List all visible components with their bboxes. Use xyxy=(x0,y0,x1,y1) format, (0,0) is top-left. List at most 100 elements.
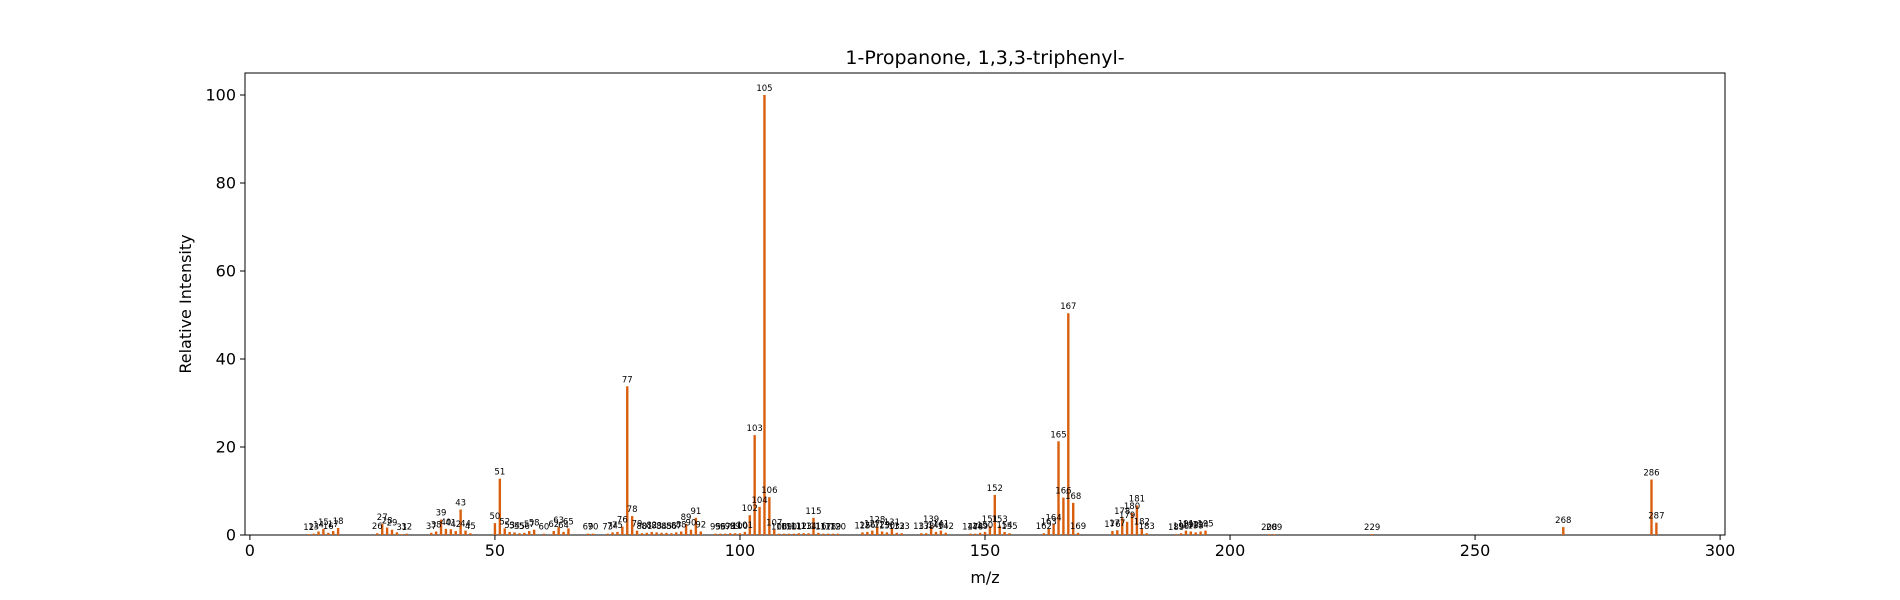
bar-mz-128 xyxy=(875,526,879,535)
bar-mz-82 xyxy=(650,531,653,535)
peak-label-116: 116 xyxy=(810,522,826,532)
peak-label-85: 85 xyxy=(661,522,672,532)
bar-mz-37 xyxy=(430,532,433,535)
peak-label-120: 120 xyxy=(830,523,846,533)
peak-label-141: 141 xyxy=(933,520,949,530)
bar-mz-73 xyxy=(606,533,609,535)
bar-mz-99 xyxy=(733,533,737,535)
bar-mz-169 xyxy=(1076,532,1080,535)
peak-label-92: 92 xyxy=(695,520,706,530)
peak-label-177: 177 xyxy=(1109,519,1125,529)
peak-label-81: 81 xyxy=(641,522,652,532)
peak-label-96: 96 xyxy=(715,523,726,533)
peak-label-102: 102 xyxy=(742,504,758,514)
bar-mz-116 xyxy=(817,532,820,535)
peak-label-153: 153 xyxy=(992,515,1008,525)
peak-label-52: 52 xyxy=(499,517,510,527)
peak-label-155: 155 xyxy=(1001,522,1017,532)
bar-mz-16 xyxy=(327,532,330,535)
bar-mz-191 xyxy=(1184,530,1188,535)
bar-mz-151 xyxy=(988,526,992,535)
bar-mz-137 xyxy=(920,533,923,535)
peak-label-77: 77 xyxy=(622,375,633,385)
peak-label-82: 82 xyxy=(646,521,657,531)
bar-mz-189 xyxy=(1174,534,1178,535)
bar-mz-154 xyxy=(1003,531,1006,535)
peak-label-115: 115 xyxy=(805,507,821,517)
peak-label-131: 131 xyxy=(884,518,900,528)
peak-label-97: 97 xyxy=(720,523,731,533)
peak-label-63: 63 xyxy=(553,516,564,526)
bar-mz-17 xyxy=(332,531,335,535)
peak-label-99: 99 xyxy=(730,522,741,532)
peak-label-164: 164 xyxy=(1045,513,1061,523)
peak-label-38: 38 xyxy=(431,520,442,530)
peak-label-95: 95 xyxy=(710,523,721,533)
bar-mz-101 xyxy=(743,531,747,535)
x-axis: 0 50 100 150 200 250 300 xyxy=(245,535,1736,560)
peak-label-53: 53 xyxy=(504,521,515,531)
peak-label-76: 76 xyxy=(617,516,628,526)
bar-mz-90 xyxy=(689,529,693,535)
peak-label-142: 142 xyxy=(938,522,954,532)
bar-mz-96 xyxy=(719,533,722,535)
bar-mz-31 xyxy=(400,534,404,535)
bar-mz-140 xyxy=(934,531,938,535)
bar-mz-182 xyxy=(1140,528,1144,535)
y-tick-label: 40 xyxy=(216,350,236,369)
bar-mz-64 xyxy=(562,531,565,535)
bar-mz-138 xyxy=(924,533,928,535)
bar-mz-147 xyxy=(969,533,972,535)
peak-label-127: 127 xyxy=(864,520,880,530)
bar-mz-70 xyxy=(591,533,595,535)
bar-mz-79 xyxy=(635,530,639,535)
bar-mz-176 xyxy=(1111,531,1114,535)
peak-label-147: 147 xyxy=(962,523,978,533)
bar-mz-106 xyxy=(768,497,771,535)
bar-mz-193 xyxy=(1194,532,1197,535)
bar-mz-105 xyxy=(763,95,766,535)
bar-mz-32 xyxy=(405,533,408,535)
bar-mz-152 xyxy=(993,494,996,535)
peak-label-45: 45 xyxy=(465,522,476,532)
bar-mz-97 xyxy=(724,533,727,535)
peak-label-151: 151 xyxy=(982,515,998,525)
peak-label-12: 12 xyxy=(303,523,314,533)
peak-label-55: 55 xyxy=(514,522,525,532)
bar-mz-109 xyxy=(782,533,786,535)
peak-label-90: 90 xyxy=(686,519,697,529)
bar-mz-103 xyxy=(753,435,756,535)
peak-label-104: 104 xyxy=(751,496,767,506)
bar-mz-43 xyxy=(459,509,462,535)
peak-label-165: 165 xyxy=(1050,430,1066,440)
bar-mz-39 xyxy=(439,519,443,535)
bar-mz-107 xyxy=(773,529,776,535)
bar-mz-119 xyxy=(831,533,835,535)
bar-mz-110 xyxy=(787,533,791,535)
peak-label-89: 89 xyxy=(681,513,692,523)
bar-mz-120 xyxy=(836,533,840,535)
bar-mz-129 xyxy=(880,531,884,535)
bar-mz-92 xyxy=(699,531,702,535)
peak-label-180: 180 xyxy=(1124,502,1140,512)
bar-mz-195 xyxy=(1204,530,1207,535)
bar-mz-78 xyxy=(630,516,634,535)
peak-label-98: 98 xyxy=(725,522,736,532)
peak-label-14: 14 xyxy=(313,520,324,530)
peak-label-108: 108 xyxy=(771,523,787,533)
peak-label-118: 118 xyxy=(820,523,836,533)
bar-mz-164 xyxy=(1052,524,1055,535)
x-tick-label: 50 xyxy=(485,541,505,560)
peak-label-149: 149 xyxy=(972,522,988,532)
x-axis-title: m/z xyxy=(970,568,999,587)
bar-mz-52 xyxy=(503,528,506,535)
bar-mz-132 xyxy=(895,532,898,535)
peak-label-138: 138 xyxy=(918,522,934,532)
peak-label-193: 193 xyxy=(1188,521,1204,531)
bar-mz-29 xyxy=(390,529,394,535)
x-tick-label: 300 xyxy=(1705,541,1736,560)
bar-mz-45 xyxy=(469,533,472,535)
bar-mz-56 xyxy=(523,532,526,535)
bar-mz-88 xyxy=(679,531,683,535)
